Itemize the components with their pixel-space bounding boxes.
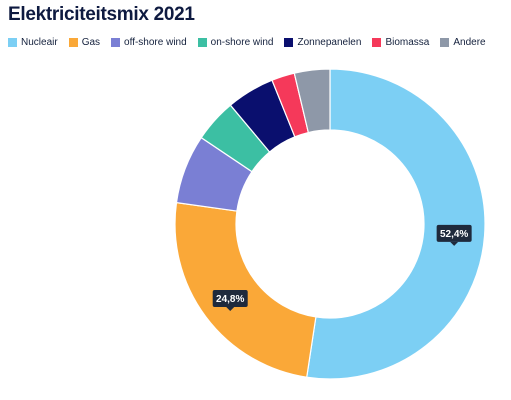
legend-swatch (111, 38, 121, 47)
legend-item-offshore-wind[interactable]: off-shore wind (111, 37, 187, 48)
data-label-text: 52,4% (440, 229, 468, 240)
legend-label: Zonnepanelen (297, 37, 362, 48)
legend-item-zonnepanelen[interactable]: Zonnepanelen (284, 37, 361, 48)
legend-swatch (372, 38, 382, 47)
data-label-pointer (450, 241, 459, 246)
legend-label: Biomassa (385, 37, 430, 48)
legend-item-gas[interactable]: Gas (68, 37, 101, 48)
legend-swatch (8, 38, 17, 47)
legend-swatch (68, 38, 78, 47)
legend-swatch (197, 38, 207, 47)
data-label-text: 24,8% (216, 294, 244, 305)
data-label: 24,8% (212, 289, 248, 311)
legend-item-onshore-wind[interactable]: on-shore wind (197, 37, 274, 48)
legend-item-nucleair[interactable]: Nucleair (8, 37, 58, 48)
legend-swatch (284, 38, 294, 47)
data-label-box (436, 224, 472, 242)
legend-label: off-shore wind (124, 37, 187, 48)
donut-slice-nucleair[interactable] (306, 68, 486, 380)
chart-title: Elektriciteitsmix 2021 (8, 4, 195, 25)
donut-slice-andere[interactable] (293, 68, 331, 134)
chart-legend: Nucleair Gas off-shore wind on-shore win… (8, 37, 497, 48)
legend-label: Gas (81, 37, 101, 48)
legend-label: Nucleair (21, 37, 58, 48)
data-label-box (212, 289, 248, 307)
legend-item-andere[interactable]: Andere (440, 37, 486, 48)
legend-item-biomassa[interactable]: Biomassa (372, 37, 429, 48)
legend-swatch (440, 38, 450, 47)
data-label-pointer (226, 306, 235, 311)
data-label: 52,4% (436, 224, 472, 246)
legend-label: on-shore wind (210, 37, 274, 48)
legend-label: Andere (453, 37, 486, 48)
